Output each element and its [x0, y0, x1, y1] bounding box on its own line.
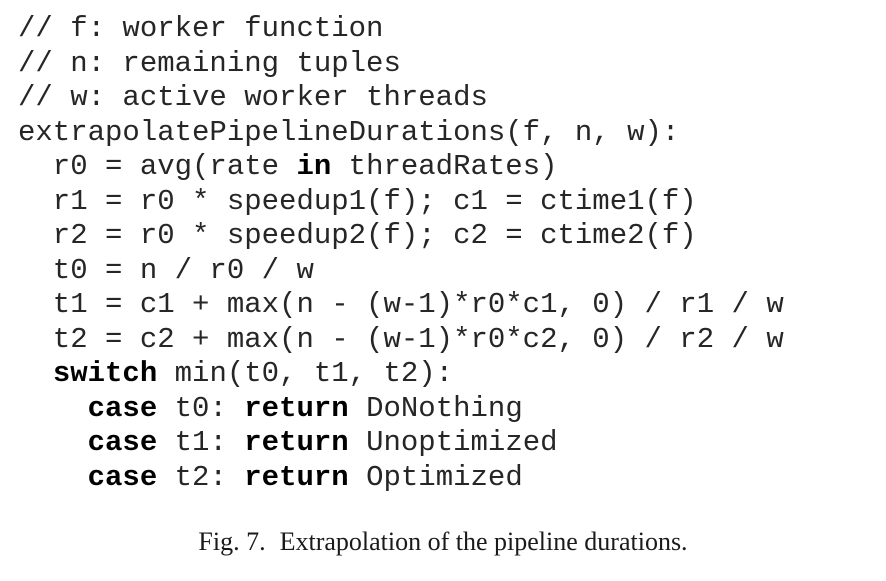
code-line: extrapolatePipelineDurations(f, n, w): — [18, 116, 784, 151]
code-text: min(t0, t1, t2): — [157, 357, 454, 390]
code-line: r2 = r0 * speedup2(f); c2 = ctime2(f) — [18, 219, 784, 254]
code-line: switch min(t0, t1, t2): — [18, 357, 784, 392]
code-text: r1 = r0 * speedup1(f); c1 = ctime1(f) — [18, 184, 697, 218]
code-text: t1 = c1 + max(n - (w-1)*r0*c1, 0) / r1 /… — [18, 288, 784, 321]
code-line: case t0: return DoNothing — [18, 392, 784, 427]
code-keyword: switch — [52, 357, 158, 390]
code-text: threadRates) — [331, 150, 558, 183]
pseudocode-listing: // f: worker function// n: remaining tup… — [18, 12, 784, 495]
code-text: extrapolatePipelineDurations(f, n, w): — [18, 115, 680, 149]
code-keyword: return — [244, 391, 349, 425]
code-text: DoNothing — [348, 391, 523, 425]
code-text: t0: — [157, 391, 245, 425]
code-line: // f: worker function — [18, 12, 784, 47]
code-line: // w: active worker threads — [18, 81, 784, 116]
figure-label: Fig. 7. — [198, 527, 266, 556]
code-text: t1: — [157, 426, 245, 459]
code-text: // f: worker function — [18, 12, 384, 45]
code-keyword: case — [87, 391, 158, 425]
code-keyword: case — [87, 460, 158, 494]
figure-caption-text: Extrapolation of the pipeline durations. — [279, 527, 688, 556]
code-line: t1 = c1 + max(n - (w-1)*r0*c1, 0) / r1 /… — [18, 288, 784, 323]
code-text: Optimized — [348, 460, 523, 494]
code-line: case t1: return Unoptimized — [18, 426, 784, 461]
code-text: // n: remaining tuples — [18, 46, 401, 80]
code-keyword: in — [296, 150, 332, 183]
code-line: t0 = n / r0 / w — [18, 254, 784, 289]
code-text: r2 = r0 * speedup2(f); c2 = ctime2(f) — [18, 219, 697, 252]
code-line: r0 = avg(rate in threadRates) — [18, 150, 784, 185]
code-keyword: return — [244, 426, 349, 459]
code-text: t0 = n / r0 / w — [18, 253, 314, 287]
code-text: Unoptimized — [348, 426, 558, 459]
code-text: t2 = c2 + max(n - (w-1)*r0*c2, 0) / r2 /… — [18, 322, 784, 356]
code-text — [18, 461, 88, 494]
code-text: r0 = avg(rate — [18, 150, 297, 183]
figure-caption: Fig. 7. Extrapolation of the pipeline dur… — [0, 527, 886, 557]
code-text — [18, 392, 88, 425]
code-text — [18, 357, 53, 390]
code-text: t2: — [157, 460, 245, 494]
code-line: t2 = c2 + max(n - (w-1)*r0*c2, 0) / r2 /… — [18, 323, 784, 358]
code-keyword: case — [87, 426, 158, 459]
code-line: // n: remaining tuples — [18, 47, 784, 82]
code-text — [18, 426, 88, 459]
code-text: // w: active worker threads — [18, 81, 488, 114]
code-keyword: return — [244, 460, 349, 494]
code-line: case t2: return Optimized — [18, 461, 784, 496]
code-line: r1 = r0 * speedup1(f); c1 = ctime1(f) — [18, 185, 784, 220]
